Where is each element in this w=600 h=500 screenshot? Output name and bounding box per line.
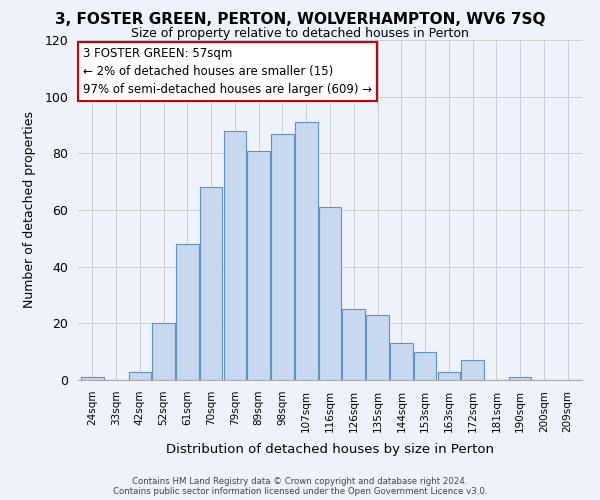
Bar: [319, 207, 341, 380]
Text: Contains HM Land Registry data © Crown copyright and database right 2024.: Contains HM Land Registry data © Crown c…: [132, 477, 468, 486]
Bar: [247, 150, 270, 380]
Bar: [200, 188, 223, 380]
Text: Contains public sector information licensed under the Open Government Licence v3: Contains public sector information licen…: [113, 487, 487, 496]
X-axis label: Distribution of detached houses by size in Perton: Distribution of detached houses by size …: [166, 443, 494, 456]
Bar: [128, 372, 151, 380]
Bar: [414, 352, 436, 380]
Bar: [295, 122, 317, 380]
Text: 3 FOSTER GREEN: 57sqm
← 2% of detached houses are smaller (15)
97% of semi-detac: 3 FOSTER GREEN: 57sqm ← 2% of detached h…: [83, 47, 372, 96]
Bar: [366, 315, 389, 380]
Bar: [271, 134, 294, 380]
Bar: [152, 324, 175, 380]
Bar: [224, 130, 246, 380]
Text: 3, FOSTER GREEN, PERTON, WOLVERHAMPTON, WV6 7SQ: 3, FOSTER GREEN, PERTON, WOLVERHAMPTON, …: [55, 12, 545, 28]
Bar: [509, 377, 532, 380]
Bar: [437, 372, 460, 380]
Bar: [461, 360, 484, 380]
Bar: [390, 343, 413, 380]
Y-axis label: Number of detached properties: Number of detached properties: [23, 112, 36, 308]
Bar: [176, 244, 199, 380]
Bar: [343, 309, 365, 380]
Bar: [81, 377, 104, 380]
Text: Size of property relative to detached houses in Perton: Size of property relative to detached ho…: [131, 28, 469, 40]
